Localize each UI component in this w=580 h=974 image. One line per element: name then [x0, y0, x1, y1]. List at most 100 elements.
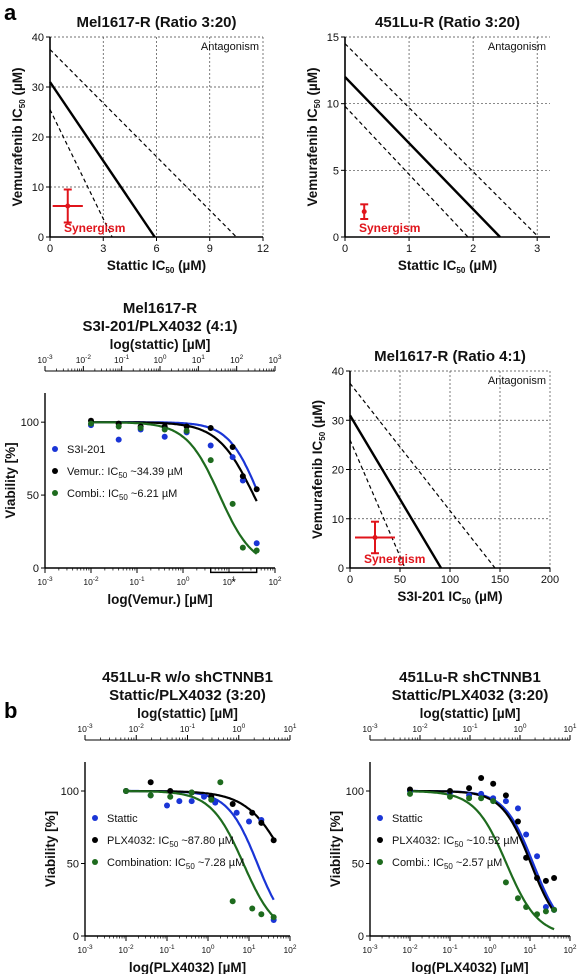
data-point: [478, 795, 485, 802]
data-point: [502, 792, 509, 799]
data-point: [217, 779, 224, 786]
data-point: [207, 442, 214, 449]
data-point: [514, 805, 521, 812]
y-tick-label: 50: [27, 490, 39, 502]
legend-marker: [377, 859, 383, 865]
top-tick-label: 100: [232, 723, 245, 734]
y-tick-label: 15: [327, 32, 339, 44]
data-point: [490, 780, 497, 787]
top-axis-title: log(stattic) [µM]: [137, 706, 238, 721]
significance-label: *: [232, 576, 237, 588]
x-tick-label: 10-2: [118, 944, 134, 955]
fit-curve-plx4032: [410, 789, 555, 913]
y-tick-label: 100: [346, 786, 364, 798]
data-point: [229, 801, 236, 808]
confidence-line: [344, 105, 469, 238]
x-tick-label: 101: [242, 944, 255, 955]
top-tick-label: 102: [230, 354, 243, 365]
y-tick-label: 0: [33, 563, 39, 575]
data-point: [270, 837, 277, 844]
legend-label: Vemur.: IC50 ~34.39 µM: [67, 466, 183, 480]
data-point: [523, 904, 530, 910]
data-point: [183, 427, 190, 434]
panel-label-b: b: [4, 698, 17, 723]
legend-label: Stattic: [107, 813, 138, 825]
y-tick-label: 100: [61, 786, 79, 798]
top-tick-label: 10-3: [37, 354, 53, 365]
data-point: [164, 802, 170, 809]
x-axis-title: S3I-201 IC50 (µM): [397, 589, 502, 606]
x-tick-label: 3: [534, 243, 540, 255]
data-point: [523, 854, 530, 861]
data-point: [201, 793, 208, 800]
data-point: [253, 547, 260, 554]
y-axis-title: Vemurafenib IC50 (µM): [305, 68, 322, 207]
x-tick-label: 10-2: [402, 944, 418, 955]
data-point: [270, 914, 277, 921]
legend-label: Combi.: IC50 ~2.57 µM: [392, 857, 502, 871]
data-point: [115, 436, 122, 443]
confidence-line: [349, 382, 496, 569]
top-tick-label: 10-3: [362, 723, 378, 734]
legend-label: S3I-201: [67, 444, 106, 456]
x-tick-label: 101: [523, 944, 536, 955]
chart-title-line2: Stattic/PLX4032 (3:20): [392, 687, 549, 704]
y-tick-label: 0: [333, 232, 339, 244]
x-tick-label: 0: [47, 243, 53, 255]
legend-marker: [52, 468, 58, 474]
x-tick-label: 10-3: [77, 944, 93, 955]
x-tick-label: 200: [541, 574, 559, 586]
x-tick-label: 101: [222, 576, 235, 587]
chart-title-line2: S3I-201/PLX4032 (4:1): [82, 318, 237, 335]
y-tick-label: 20: [32, 132, 44, 144]
top-tick-label: 101: [192, 354, 205, 365]
x-axis-title: log(PLX4032) [µM]: [411, 960, 528, 974]
additivity-line: [344, 76, 501, 238]
chart-iso1: 0 3 6 9 12 0 10 20 30 40 Antagonism Synergism Mel161…: [10, 14, 269, 275]
y-tick-label: 50: [67, 859, 79, 871]
top-axis-title: log(stattic) [µM]: [110, 337, 211, 352]
y-axis-title: Viability [%]: [328, 811, 343, 887]
legend-marker: [52, 446, 58, 452]
top-tick-label: 10-3: [77, 723, 93, 734]
chart-title-line2: Stattic/PLX4032 (3:20): [109, 687, 266, 704]
data-point: [229, 443, 236, 450]
data-point: [176, 798, 183, 805]
data-point: [147, 792, 154, 799]
chart-title: Mel1617-R (Ratio 3:20): [76, 14, 236, 31]
synergism-label: Synergism: [64, 221, 125, 235]
top-tick-label: 101: [283, 723, 296, 734]
x-tick-label: 6: [153, 243, 159, 255]
y-tick-label: 0: [73, 931, 79, 943]
data-point: [551, 906, 558, 913]
data-point: [253, 540, 260, 547]
data-point: [407, 786, 413, 793]
x-tick-label: 0: [342, 243, 348, 255]
y-tick-label: 40: [32, 32, 44, 44]
synergism-label: Synergism: [364, 552, 425, 566]
chart-title-line1: Mel1617-R: [123, 300, 197, 317]
y-tick-label: 10: [332, 514, 344, 526]
data-point: [534, 911, 541, 918]
top-tick-label: 100: [513, 723, 526, 734]
data-point: [466, 785, 473, 792]
x-tick-label: 10-1: [159, 944, 175, 955]
x-tick-label: 10-3: [37, 576, 53, 587]
data-point: [167, 788, 174, 794]
data-point: [123, 788, 129, 794]
fit-curve-stattic: [410, 789, 556, 909]
chart-title: 451Lu-R (Ratio 3:20): [375, 14, 520, 31]
confidence-line: [49, 109, 113, 238]
data-point: [542, 877, 549, 884]
data-point: [551, 875, 558, 881]
y-tick-label: 40: [332, 366, 344, 378]
fit-curve-combi-: [410, 790, 555, 931]
legend-marker: [377, 815, 383, 821]
legend-label: Stattic: [392, 813, 423, 825]
legend-marker: [377, 837, 383, 843]
data-point: [258, 819, 265, 826]
data-point: [447, 793, 453, 800]
x-axis-title: log(PLX4032) [µM]: [129, 960, 246, 974]
y-axis-title: Vemurafenib IC50 (µM): [310, 400, 327, 539]
